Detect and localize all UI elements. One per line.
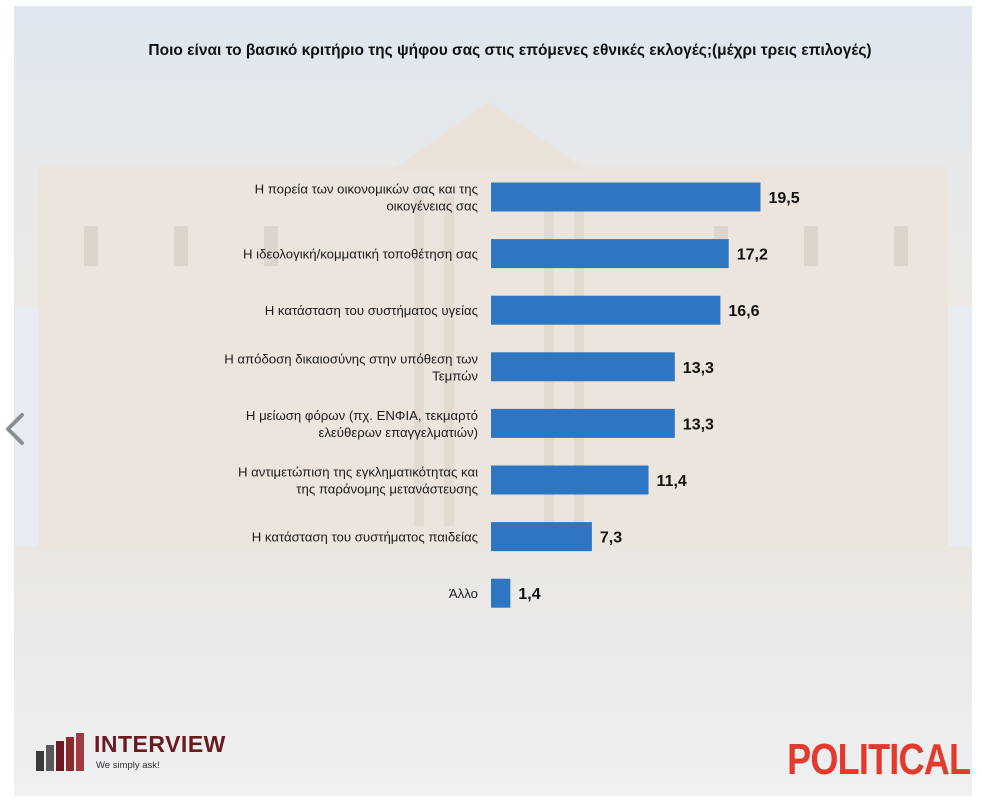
bar <box>491 182 761 212</box>
background-window <box>84 226 98 266</box>
interview-logo-name: INTERVIEW <box>94 731 226 757</box>
category-label: Η απόδοση δικαιοσύνης στην υπόθεση των <box>224 351 478 366</box>
category-label: Η αντιμετώπιση της εγκληματικότητας και <box>238 465 478 480</box>
background-column <box>414 196 424 526</box>
category-label: Η ιδεολογική/κομματική τοποθέτηση σας <box>243 247 478 262</box>
data-label: 19,5 <box>768 190 799 207</box>
bar <box>491 522 592 552</box>
background-window <box>804 226 818 266</box>
political-logo: POLITICAL <box>786 735 971 784</box>
bar <box>491 465 649 495</box>
category-label: Η κατάσταση του συστήματος παιδείας <box>252 530 478 545</box>
data-label: 13,3 <box>683 360 714 377</box>
background-window <box>264 226 278 266</box>
bar <box>491 295 721 325</box>
interview-logo: INTERVIEW We simply ask! <box>34 727 254 787</box>
category-label: Η μείωση φόρων (πχ. ΕΝΦΙΑ, τεκμαρτό <box>246 408 478 423</box>
data-label: 1,4 <box>518 586 540 603</box>
data-label: 17,2 <box>737 247 768 264</box>
bar <box>491 578 511 608</box>
bar <box>491 352 675 382</box>
chart-title: Ποιο είναι το βασικό κριτήριο της ψήφου … <box>148 42 872 59</box>
data-label: 7,3 <box>600 530 622 547</box>
background-window <box>894 226 908 266</box>
category-label: της παράνομης μετανάστευσης <box>296 482 478 497</box>
background-window <box>174 226 188 266</box>
interview-logo-tagline: We simply ask! <box>96 760 160 771</box>
background-column <box>444 196 454 526</box>
category-label: Η κατάσταση του συστήματος υγείας <box>265 303 478 318</box>
chevron-left-icon[interactable] <box>2 411 28 447</box>
bar <box>491 239 729 269</box>
data-label: 13,3 <box>683 416 714 433</box>
category-label: Η πορεία των οικονομικών σας και της <box>255 182 478 197</box>
category-label: Άλλο <box>449 586 478 601</box>
category-label: Τεμπών <box>432 368 478 383</box>
data-label: 11,4 <box>657 473 687 490</box>
data-label: 16,6 <box>728 303 759 320</box>
category-label: ελεύθερων επαγγελματιών) <box>318 425 478 440</box>
bar <box>491 408 675 438</box>
interview-logo-mark <box>36 733 84 771</box>
category-label: οικογένειας σας <box>386 199 478 214</box>
